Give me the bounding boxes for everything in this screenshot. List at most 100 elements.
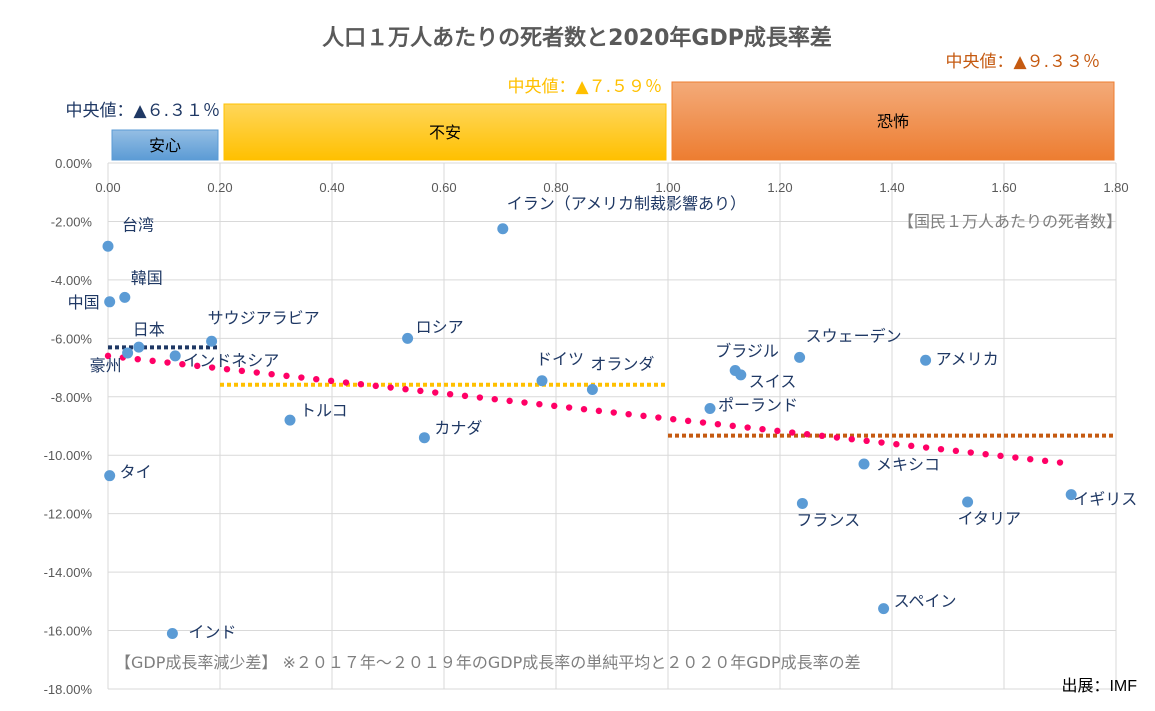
data-point — [794, 351, 806, 363]
point-label: イギリス — [1073, 490, 1137, 509]
trend-dot — [268, 370, 275, 378]
trend-dot — [551, 402, 558, 410]
y-tick-label: -16.00% — [44, 624, 93, 639]
trend-dot — [684, 417, 692, 425]
trend-dot — [729, 422, 736, 430]
grid-layer — [107, 162, 1117, 690]
data-point — [418, 432, 430, 444]
chart-title: 人口１万人あたりの死者数と2020年GDP成長率差 — [322, 25, 832, 51]
x-tick-label: 0.00 — [95, 180, 120, 195]
trend-dot — [878, 439, 885, 446]
band-label: 恐怖 — [877, 112, 909, 131]
trend-dot — [536, 400, 543, 408]
point-label: インド — [188, 622, 236, 641]
trend-dot — [283, 372, 290, 380]
trend-dot — [521, 399, 528, 406]
trend-dot — [640, 412, 647, 420]
trend-dot — [223, 365, 231, 373]
data-point — [735, 369, 747, 381]
data-point — [122, 347, 134, 359]
trend-dot — [774, 427, 781, 435]
trend-dot — [1056, 459, 1064, 466]
trend-dot — [179, 360, 186, 368]
y-tick-label: -14.00% — [44, 565, 93, 580]
trend-dot — [461, 392, 469, 400]
y-tick-label: -18.00% — [44, 682, 93, 697]
trend-dot — [313, 375, 320, 383]
trend-dot — [803, 430, 811, 438]
point-label: ブラジル — [715, 341, 779, 360]
trend-dot — [387, 384, 394, 391]
point-label: アメリカ — [936, 349, 999, 368]
data-point — [586, 383, 598, 395]
trend-dot — [1041, 457, 1049, 465]
data-point — [796, 497, 808, 509]
trend-dot — [863, 437, 870, 445]
y-axis-note: 【GDP成長率減少差】 ※２０１７年～２０１９年のGDP成長率の単純平均と２０２… — [115, 653, 861, 672]
data-point — [536, 375, 548, 387]
point-label: メキシコ — [876, 455, 940, 474]
y-tick-label: -10.00% — [44, 448, 93, 463]
point-label: サウジアラビア — [208, 308, 320, 327]
trend-dot — [446, 390, 454, 398]
point-label: 中国 — [68, 293, 100, 312]
trend-dot — [164, 359, 171, 366]
data-point — [920, 354, 932, 366]
tick-layer: 0.00 0.20 0.40 0.60 0.80 1.00 1.20 1.40 1.60 1.80… — [44, 156, 1129, 697]
data-point — [284, 414, 296, 426]
data-point — [858, 458, 870, 470]
x-tick-label: 1.80 — [1103, 180, 1128, 195]
data-point — [133, 341, 145, 353]
trend-dot — [908, 442, 915, 450]
point-label: タイ — [120, 463, 152, 482]
trend-dot — [134, 355, 141, 363]
trend-dot — [194, 362, 201, 370]
trend-dot — [595, 407, 603, 415]
data-point — [104, 296, 116, 308]
trend-dot — [848, 435, 855, 443]
x-tick-label: 0.40 — [319, 180, 344, 195]
trend-dot — [655, 414, 662, 421]
trend-dot — [565, 404, 573, 411]
trend-dot — [982, 450, 989, 458]
trend-dot — [625, 410, 632, 418]
trend-dot — [253, 369, 260, 376]
point-label: イタリア — [958, 509, 1021, 528]
trend-dot — [402, 385, 409, 393]
y-tick-label: -8.00% — [51, 390, 93, 405]
x-tick-label: 0.20 — [207, 180, 232, 195]
band-layer: 安心 中央値：▲６.３１％ 不安 中央値：▲７.５９％ 恐怖 中央値：▲９.３３％ — [66, 52, 1115, 161]
data-point — [102, 240, 114, 252]
trendline — [104, 352, 1064, 466]
band-2 — [671, 81, 1115, 161]
point-label: トルコ — [300, 401, 348, 420]
data-point — [166, 627, 178, 639]
point-label: ポーランド — [718, 395, 798, 414]
trend-dot — [208, 364, 216, 371]
y-tick-label: -2.00% — [51, 214, 93, 229]
point-label: スペイン — [894, 592, 957, 611]
trend-dot — [327, 377, 335, 385]
trend-dot — [104, 352, 112, 360]
point-label: 台湾 — [122, 215, 154, 234]
trend-dot — [1027, 455, 1034, 463]
point-label: スウェーデン — [806, 326, 902, 345]
point-label: ドイツ — [536, 350, 584, 369]
data-point — [169, 350, 181, 362]
data-point — [104, 470, 116, 482]
point-label: オランダ — [590, 354, 654, 373]
median-label: 中央値：▲６.３１％ — [66, 101, 220, 121]
data-point — [878, 603, 890, 615]
trend-dot — [744, 424, 751, 431]
trend-dot — [610, 409, 617, 416]
trend-dot — [357, 380, 365, 388]
point-label: フランス — [796, 510, 860, 529]
data-point — [704, 402, 716, 414]
data-point — [402, 332, 414, 344]
trend-dot — [432, 389, 439, 396]
band-label: 不安 — [429, 123, 461, 142]
trend-dot — [699, 419, 707, 426]
trend-dot — [714, 420, 722, 428]
